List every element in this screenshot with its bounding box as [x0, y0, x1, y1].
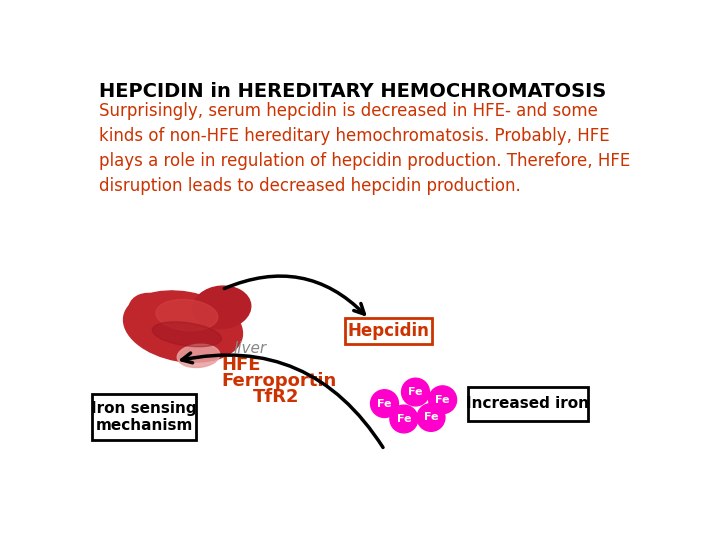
Text: Fe: Fe: [408, 387, 423, 397]
Text: Fe: Fe: [377, 399, 392, 409]
Text: Fe: Fe: [424, 413, 438, 422]
FancyBboxPatch shape: [468, 387, 588, 421]
FancyBboxPatch shape: [92, 394, 196, 440]
Circle shape: [390, 405, 418, 433]
Circle shape: [428, 386, 456, 414]
Text: liver: liver: [233, 341, 266, 356]
Ellipse shape: [156, 300, 217, 330]
Text: Fe: Fe: [397, 414, 411, 424]
Circle shape: [371, 390, 398, 417]
FancyArrowPatch shape: [181, 353, 383, 448]
Ellipse shape: [153, 322, 222, 347]
FancyArrowPatch shape: [225, 276, 364, 314]
Text: TfR2: TfR2: [253, 388, 300, 407]
Ellipse shape: [129, 293, 175, 329]
Circle shape: [402, 378, 429, 406]
Ellipse shape: [193, 286, 251, 329]
Text: Fe: Fe: [436, 395, 450, 405]
Ellipse shape: [124, 291, 243, 362]
Ellipse shape: [177, 344, 220, 368]
Text: Surprisingly, serum hepcidin is decreased in HFE- and some
kinds of non-HFE here: Surprisingly, serum hepcidin is decrease…: [99, 102, 631, 195]
Text: Hepcidin: Hepcidin: [348, 322, 429, 340]
Text: Ferroportin: Ferroportin: [222, 372, 337, 389]
Text: HEPCIDIN in HEREDITARY HEMOCHROMATOSIS: HEPCIDIN in HEREDITARY HEMOCHROMATOSIS: [99, 82, 606, 101]
Text: Increased iron: Increased iron: [467, 396, 590, 411]
Circle shape: [417, 403, 445, 431]
Text: HFE: HFE: [222, 356, 261, 374]
FancyBboxPatch shape: [345, 318, 432, 345]
Text: Iron sensing
mechanism: Iron sensing mechanism: [91, 401, 197, 433]
